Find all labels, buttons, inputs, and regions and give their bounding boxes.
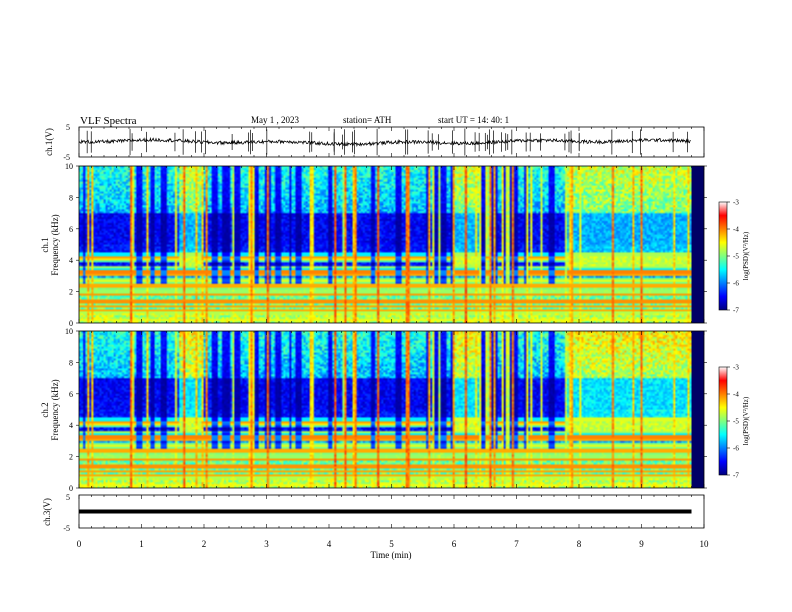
colorbar-tick-label: -6	[733, 280, 739, 288]
start-time-label: start UT = 14: 40: 1	[438, 115, 509, 125]
frequency-tick-label: 2	[69, 453, 73, 462]
ch1-waveform-trace	[78, 136, 691, 147]
ch3-waveform-tick-top: 5	[66, 493, 70, 502]
time-tick-label: 3	[264, 539, 269, 549]
ch1-spectrogram-panel: 0 2 4 6 8 10 ch.1 Frequency (kHz)	[40, 162, 707, 328]
time-tick-label: 8	[577, 539, 582, 549]
ch1-colorbar-label: log(PSD)(V²/Hz)	[742, 231, 750, 280]
time-tick-label: 5	[389, 539, 394, 549]
frequency-tick-label: 10	[65, 327, 73, 336]
ch3-waveform-ylabel: ch.3(V)	[42, 498, 52, 526]
time-tick-label: 0	[77, 539, 82, 549]
ch2-frequency-ylabel: Frequency (kHz)	[50, 379, 60, 440]
frequency-tick-label: 4	[69, 256, 73, 265]
time-axis-label: Time (min)	[371, 550, 412, 560]
frequency-tick-label: 2	[69, 288, 73, 297]
ch2-colorbar: log(PSD)(V²/Hz) -3 -4 -5 -6 -7	[718, 364, 750, 480]
ch1-waveform-tick-top: 5	[66, 123, 70, 132]
ch2-colorbar-scale	[719, 367, 727, 475]
time-tick-label: 4	[327, 539, 332, 549]
colorbar-tick-label: -3	[733, 199, 739, 207]
colorbar-tick-label: -3	[733, 364, 739, 372]
frequency-tick-label: 8	[69, 358, 73, 367]
colorbar-tick-label: -5	[733, 253, 739, 261]
frequency-tick-label: 8	[69, 193, 73, 202]
time-tick-label: 10	[700, 539, 710, 549]
figure-title: VLF Spectra	[80, 115, 137, 127]
ch1-frequency-ylabel: Frequency (kHz)	[50, 214, 60, 275]
time-tick-label: 6	[452, 539, 457, 549]
ch2-colorbar-label: log(PSD)(V²/Hz)	[742, 396, 750, 445]
time-tick-label: 1	[139, 539, 144, 549]
time-axis-ticks: 0 1 2 3 4 5 6 7 8 9 10	[77, 127, 709, 549]
ch3-waveform-panel: ch.3(V) 5 -5	[42, 493, 705, 533]
ch1-waveform-panel: ch.1(V) 5 -5	[44, 123, 705, 162]
frequency-tick-label: 6	[69, 225, 73, 234]
frequency-tick-label: 4	[69, 421, 73, 430]
colorbar-tick-label: -5	[733, 418, 739, 426]
ch3-waveform-tick-bottom: -5	[63, 524, 70, 533]
time-tick-label: 2	[202, 539, 207, 549]
colorbar-tick-label: -6	[733, 445, 739, 453]
station-label: station= ATH	[343, 115, 392, 125]
colorbar-tick-label: -7	[733, 307, 739, 315]
ch1-channel-label: ch.1	[40, 237, 50, 252]
ch1-colorbar: log(PSD)(V²/Hz) -3 -4 -5 -6 -7	[718, 199, 750, 315]
ch2-spectrogram-panel: 0 2 4 6 8 10 ch.2 Frequency (kHz)	[40, 327, 707, 493]
ch1-waveform-tick-bottom: -5	[63, 153, 70, 162]
ch2-spectrogram-image	[79, 331, 692, 488]
frequency-tick-label: 6	[69, 390, 73, 399]
date-label: May 1 , 2023	[251, 115, 299, 125]
ch3-waveform-trace	[79, 509, 692, 514]
ch1-spectrogram-image	[79, 166, 692, 323]
colorbar-tick-label: -4	[733, 391, 739, 399]
colorbar-tick-label: -7	[733, 472, 739, 480]
ch2-channel-label: ch.2	[40, 402, 50, 417]
frequency-tick-label: 0	[69, 319, 73, 328]
ch1-colorbar-scale	[719, 202, 727, 310]
frequency-tick-label: 10	[65, 162, 73, 171]
time-tick-label: 9	[639, 539, 644, 549]
time-tick-label: 7	[514, 539, 519, 549]
ch1-frequency-ticks: 0 2 4 6 8 10	[65, 162, 707, 328]
ch1-waveform-spikes	[86, 128, 688, 156]
ch1-waveform-ylabel: ch.1(V)	[44, 128, 54, 156]
colorbar-tick-label: -4	[733, 226, 739, 234]
ch2-frequency-ticks: 0 2 4 6 8 10	[65, 327, 707, 493]
frequency-tick-label: 0	[69, 484, 73, 493]
